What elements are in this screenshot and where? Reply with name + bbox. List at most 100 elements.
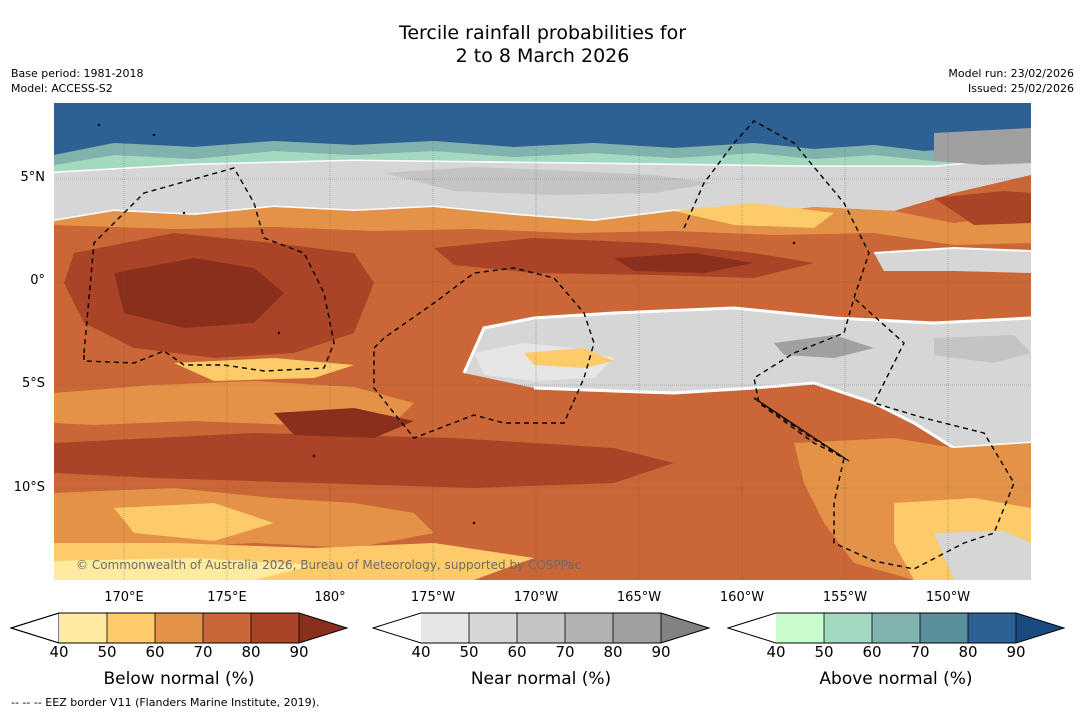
colorbar-swatch (920, 613, 968, 643)
colorbar-swatch (421, 613, 469, 643)
below-tick: 70 (193, 643, 213, 661)
model-name: Model: ACCESS-S2 (11, 82, 113, 95)
below-normal-region (614, 253, 754, 273)
colorbar-swatch (203, 613, 251, 643)
eez-footnote: -- -- -- EEZ border V11 (Flanders Marine… (11, 696, 320, 709)
below-normal-region (114, 258, 284, 328)
lat-label-5n: 5°N (20, 170, 46, 185)
near-normal-colorbar (372, 612, 711, 644)
above-normal-region (54, 103, 1031, 155)
lon-label-150w: 150°W (925, 590, 971, 605)
lon-label-175e: 175°E (207, 590, 247, 605)
eez-border-solid (753, 397, 850, 462)
near-normal-title: Near normal (%) (470, 669, 612, 689)
below-tick: 40 (49, 643, 69, 661)
category-boundary (462, 306, 1031, 374)
below-normal-region (54, 433, 674, 488)
colorbar-swatch (776, 613, 824, 643)
colorbar-arrow-left (10, 612, 60, 644)
near-tick: 40 (411, 643, 431, 661)
near-normal-region (934, 128, 1031, 165)
model-run-date: Model run: 23/02/2026 (948, 67, 1074, 80)
island-marker (97, 123, 101, 127)
colorbar-swatch (469, 613, 517, 643)
colorbar-arrow-right (299, 613, 347, 643)
below-normal-region (54, 175, 1031, 245)
above-normal-region (54, 141, 1031, 165)
colorbar-swatch (59, 613, 107, 643)
near-normal-region (384, 167, 714, 195)
title-line-2: 2 to 8 March 2026 (455, 45, 630, 67)
graticule (54, 103, 1031, 580)
below-normal-region (674, 203, 834, 228)
above-normal-colorbar (727, 612, 1066, 644)
colorbar-swatch (872, 613, 920, 643)
islands (97, 123, 796, 525)
above-normal-title: Above normal (%) (819, 669, 973, 689)
below-normal-region (54, 558, 314, 580)
category-boundary (873, 246, 1031, 254)
near-tick: 60 (507, 643, 527, 661)
copyright-notice: © Commonwealth of Australia 2026, Bureau… (76, 558, 582, 572)
eez-border (83, 167, 335, 372)
near-tick: 50 (459, 643, 479, 661)
lon-label-165w: 165°W (616, 590, 662, 605)
title-line-1: Tercile rainfall probabilities for (398, 22, 687, 44)
below-normal-title: Below normal (%) (103, 669, 255, 689)
below-tick: 60 (145, 643, 165, 661)
colorbar-swatch (968, 613, 1016, 643)
colorbar-swatch (824, 613, 872, 643)
below-normal-region (114, 503, 274, 541)
above-tick: 60 (862, 643, 882, 661)
lon-label-160w: 160°W (719, 590, 765, 605)
lon-label-170e: 170°E (104, 590, 144, 605)
issued-date: Issued: 25/02/2026 (967, 82, 1074, 95)
below-tick: 80 (241, 643, 261, 661)
near-normal-region (934, 335, 1031, 363)
lat-label-5s: 5°S (21, 376, 45, 391)
above-tick: 90 (1006, 643, 1026, 661)
below-normal-region (274, 408, 414, 438)
eez-border (373, 267, 595, 439)
above-tick: 80 (958, 643, 978, 661)
colorbar-arrow-left (373, 613, 421, 643)
colorbar-swatch (155, 613, 203, 643)
colorbar-swatch (565, 613, 613, 643)
below-normal-region (524, 348, 614, 368)
lon-label-180: 180° (314, 590, 346, 605)
island-marker (182, 211, 186, 215)
colorbar-swatch (613, 613, 661, 643)
near-tick: 90 (651, 643, 671, 661)
above-tick: 70 (910, 643, 930, 661)
below-tick: 90 (289, 643, 309, 661)
island-marker (472, 521, 476, 525)
near-tick: 70 (555, 643, 575, 661)
near-normal-region (774, 335, 874, 358)
near-normal-region (464, 308, 1031, 448)
lon-label-170w: 170°W (513, 590, 559, 605)
island-marker (312, 454, 316, 458)
above-tick: 50 (814, 643, 834, 661)
colorbar-swatch (517, 613, 565, 643)
rainfall-probability-map: © Commonwealth of Australia 2026, Bureau… (54, 103, 1031, 580)
colorbar-arrow-right (1016, 613, 1064, 643)
map-svg (54, 103, 1031, 580)
lon-label-175w: 175°W (410, 590, 456, 605)
colorbar-swatch (251, 613, 299, 643)
below-normal-region (934, 191, 1031, 225)
colorbar-arrow-right (661, 613, 709, 643)
near-normal-region (874, 248, 1031, 273)
lat-label-10s: 10°S (13, 480, 45, 495)
lat-label-0: 0° (30, 273, 45, 288)
base-period: Base period: 1981-2018 (11, 67, 144, 80)
eez-border (683, 120, 1015, 570)
near-normal-region (934, 531, 1031, 580)
above-tick: 40 (766, 643, 786, 661)
island-marker (792, 241, 796, 245)
lon-label-155w: 155°W (822, 590, 868, 605)
category-boundary (533, 381, 1031, 450)
below-normal-colorbar (10, 612, 349, 644)
model-info: Base period: 1981-2018 Model: ACCESS-S2 (11, 66, 143, 96)
run-info: Model run: 23/02/2026 Issued: 25/02/2026 (948, 66, 1074, 96)
colorbar-swatch (107, 613, 155, 643)
